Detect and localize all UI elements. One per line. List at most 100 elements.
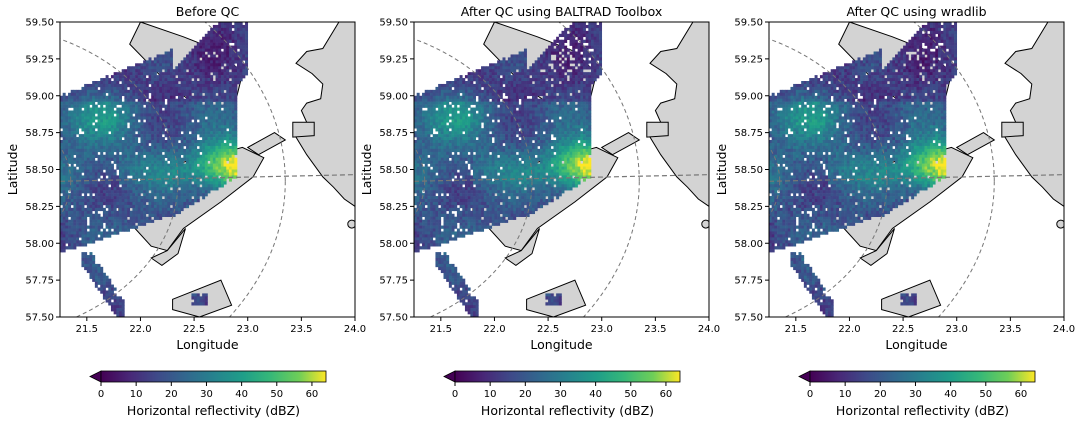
radar-pixel (475, 125, 479, 129)
radar-pixel (204, 148, 208, 153)
radar-pixel (92, 231, 96, 235)
radar-pixel (443, 213, 447, 217)
radar-pixel (137, 160, 141, 164)
radar-pixel (73, 193, 77, 197)
radar-pixel (102, 231, 106, 235)
radar-pixel (84, 145, 88, 150)
radar-pixel (470, 92, 474, 97)
radar-pixel (161, 66, 165, 70)
radar-pixel (108, 278, 112, 282)
radar-pixel (215, 113, 219, 117)
radar-pixel (156, 142, 160, 147)
radar-pixel (178, 63, 181, 67)
radar-pixel (416, 163, 420, 167)
radar-pixel (467, 187, 471, 191)
radar-pixel (467, 178, 471, 182)
radar-pixel (86, 166, 90, 170)
radar-pixel (202, 89, 206, 94)
radar-pixel (467, 160, 471, 164)
radar-pixel (143, 187, 147, 191)
radar-pixel (467, 157, 471, 161)
radar-pixel (105, 125, 109, 129)
radar-pixel (199, 104, 203, 108)
radar-pixel (169, 81, 173, 85)
radar-pixel (180, 201, 184, 206)
radar-pixel (153, 207, 157, 212)
radar-pixel (68, 172, 72, 176)
radar-pixel (65, 204, 69, 209)
radar-pixel (78, 137, 82, 141)
radar-pixel (94, 210, 98, 215)
radar-pixel (94, 172, 98, 176)
radar-pixel (422, 243, 426, 247)
radar-pixel (212, 125, 216, 129)
radar-pixel (210, 140, 214, 144)
radar-pixel (223, 134, 227, 138)
radar-pixel (196, 190, 200, 194)
radar-pixel (169, 163, 173, 167)
radar-pixel (102, 89, 106, 94)
radar-pixel (424, 190, 428, 194)
radar-pixel (143, 169, 147, 173)
radar-pixel (204, 134, 208, 138)
radar-pixel (94, 145, 98, 150)
radar-pixel (188, 125, 192, 129)
radar-pixel (427, 119, 431, 123)
radar-pixel (223, 157, 227, 161)
radar-pixel (470, 314, 474, 317)
radar-pixel (167, 66, 171, 70)
radar-pixel (212, 113, 216, 117)
radar-pixel (108, 154, 112, 158)
radar-pixel (110, 75, 114, 79)
radar-pixel (210, 27, 214, 32)
radar-pixel (178, 72, 181, 76)
radar-pixel (220, 83, 224, 88)
radar-pixel (102, 137, 106, 141)
radar-pixel (416, 110, 420, 114)
radar-pixel (473, 172, 476, 176)
radar-pixel (129, 137, 133, 141)
radar-pixel (475, 166, 479, 170)
radar-pixel (124, 184, 128, 188)
radar-pixel (448, 89, 452, 94)
radar-pixel (454, 199, 458, 203)
radar-pixel (438, 225, 442, 229)
radar-pixel (169, 48, 173, 52)
radar-pixel (223, 66, 227, 70)
radar-pixel (446, 148, 450, 153)
radar-pixel (228, 145, 232, 150)
radar-pixel (140, 98, 144, 102)
radar-pixel (438, 234, 442, 238)
radar-pixel (456, 234, 460, 238)
radar-pixel (422, 246, 426, 250)
radar-pixel (419, 95, 423, 99)
radar-pixel (129, 66, 133, 70)
radar-pixel (129, 86, 133, 91)
radar-pixel (207, 83, 211, 88)
radar-pixel (124, 101, 128, 105)
radar-pixel (167, 63, 171, 67)
radar-pixel (145, 134, 149, 138)
radar-pixel (145, 163, 149, 167)
radar-pixel (105, 281, 109, 285)
radar-pixel (100, 131, 104, 135)
radar-pixel (430, 131, 434, 135)
radar-pixel (110, 225, 114, 229)
radar-pixel (108, 234, 112, 238)
radar-pixel (116, 314, 120, 317)
radar-pixel (228, 151, 232, 156)
radar-pixel (454, 140, 458, 144)
radar-pixel (145, 157, 149, 161)
radar-pixel (231, 145, 235, 150)
radar-pixel (220, 145, 224, 150)
radar-pixel (121, 154, 125, 158)
radar-pixel (191, 86, 195, 91)
radar-pixel (68, 181, 72, 185)
radar-pixel (110, 163, 114, 167)
radar-pixel (231, 128, 235, 132)
radar-pixel (65, 101, 69, 105)
radar-pixel (84, 148, 88, 153)
radar-pixel (231, 78, 235, 82)
radar-pixel (68, 246, 72, 250)
radar-pixel (212, 66, 216, 70)
